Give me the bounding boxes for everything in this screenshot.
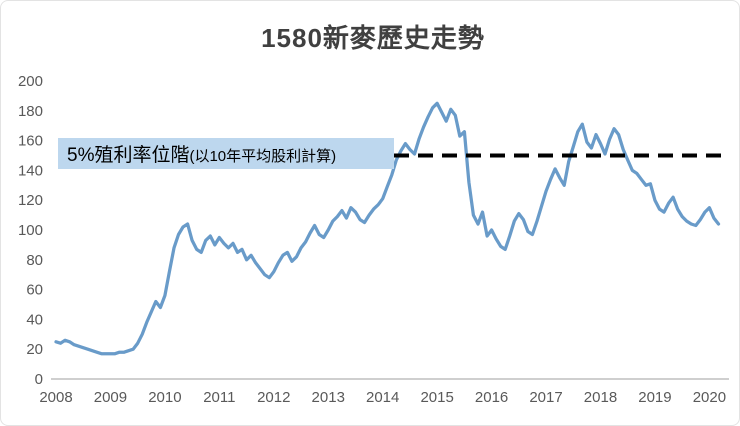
y-tick-label: 80 <box>26 252 43 269</box>
x-tick-label: 2018 <box>584 389 617 406</box>
y-tick-label: 20 <box>26 341 43 358</box>
x-tick-label: 2015 <box>420 389 453 406</box>
x-tick-label: 2009 <box>94 389 127 406</box>
y-tick-label: 200 <box>18 73 43 90</box>
chart-title: 1580新麥歷史走勢 <box>261 23 485 53</box>
x-tick-label: 2016 <box>475 389 508 406</box>
x-tick-label: 2020 <box>693 389 726 406</box>
y-axis-labels: 0 20 40 60 80 100 120 140 160 180 200 <box>18 73 43 388</box>
x-tick-label: 2014 <box>366 389 399 406</box>
y-tick-label: 120 <box>18 192 43 209</box>
x-axis-labels: 2008 2009 2010 2011 2012 2013 2014 2015 2016 2017… <box>39 389 726 406</box>
annotation-label-suffix: (以10年平均股利計算) <box>189 147 336 165</box>
y-tick-label: 40 <box>26 311 43 328</box>
x-tick-label: 2008 <box>39 389 72 406</box>
x-tick-label: 2013 <box>312 389 345 406</box>
y-tick-label: 100 <box>18 222 43 239</box>
y-tick-label: 140 <box>18 162 43 179</box>
x-tick-label: 2012 <box>257 389 290 406</box>
annotation-label: 5%殖利率位階(以10年平均股利計算) <box>67 144 336 166</box>
x-tick-label: 2017 <box>529 389 562 406</box>
y-tick-label: 160 <box>18 133 43 150</box>
price-line-series <box>54 101 721 356</box>
annotation-box <box>58 138 394 169</box>
annotation-label-main: 5%殖利率位階 <box>67 144 189 166</box>
x-tick-label: 2011 <box>203 389 235 406</box>
x-tick-label: 2010 <box>148 389 181 406</box>
y-tick-label: 0 <box>35 371 43 388</box>
y-tick-label: 60 <box>26 282 43 299</box>
y-tick-label: 180 <box>18 103 43 120</box>
x-tick-label: 2019 <box>638 389 671 406</box>
threshold-annotation: 5%殖利率位階(以10年平均股利計算) <box>58 138 394 169</box>
